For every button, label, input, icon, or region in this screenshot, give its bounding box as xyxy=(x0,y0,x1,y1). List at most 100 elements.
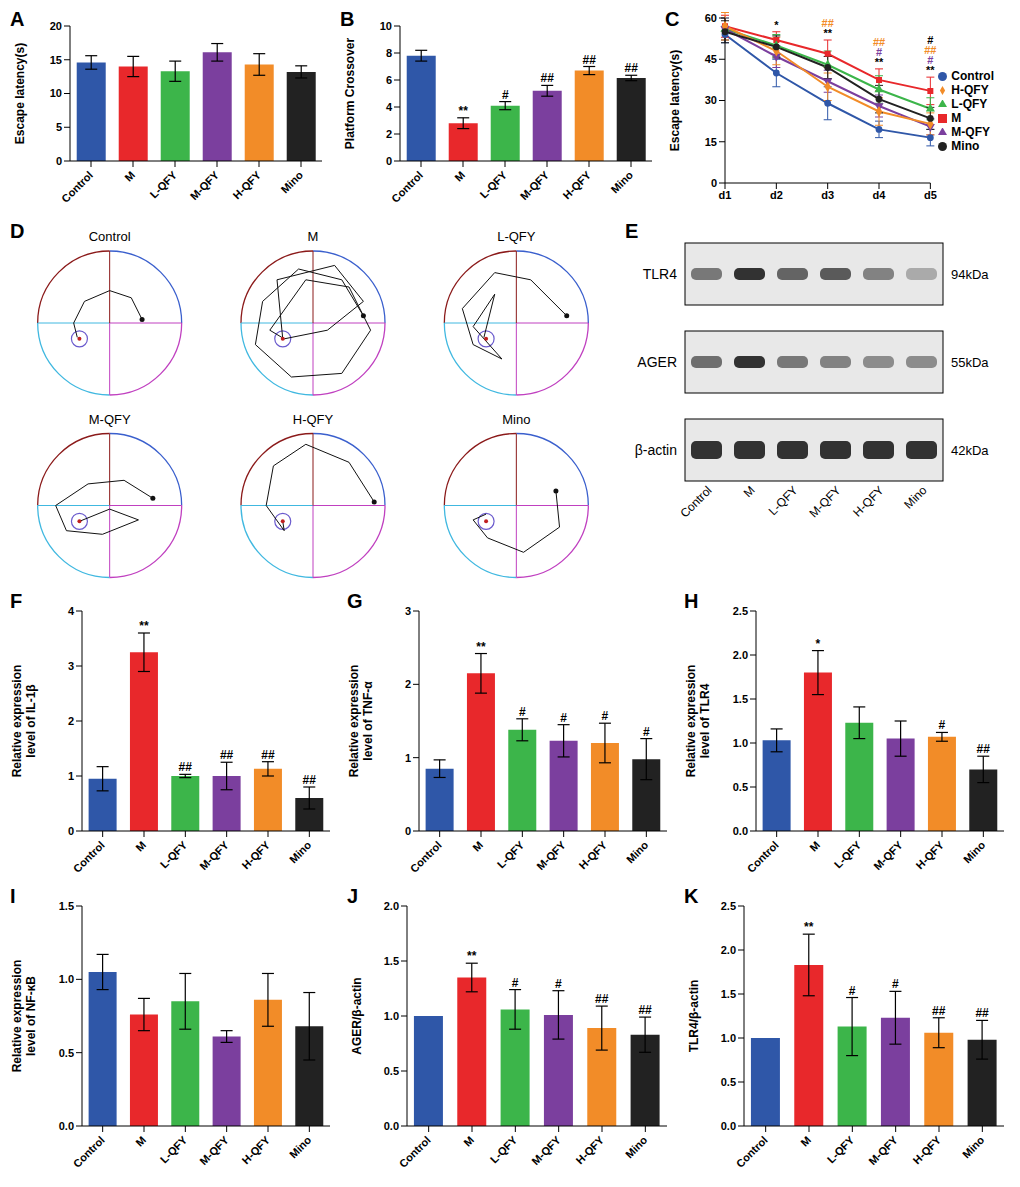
svg-text:L-QFY: L-QFY xyxy=(158,838,190,870)
svg-text:60: 60 xyxy=(705,12,717,24)
svg-text:#: # xyxy=(555,977,562,991)
svg-text:#: # xyxy=(849,984,856,998)
svg-text:#: # xyxy=(939,718,946,732)
svg-text:Relative expressionlevel of IL: Relative expressionlevel of IL-1β xyxy=(10,665,38,778)
svg-text:**: ** xyxy=(139,619,149,633)
svg-text:Escape latency(s): Escape latency(s) xyxy=(668,50,682,151)
svg-text:0: 0 xyxy=(386,155,392,167)
svg-text:H-QFY: H-QFY xyxy=(850,483,886,519)
svg-text:1.0: 1.0 xyxy=(384,1010,399,1022)
svg-text:d5: d5 xyxy=(924,189,937,201)
svg-text:**: ** xyxy=(804,920,814,934)
svg-text:3: 3 xyxy=(405,605,411,617)
svg-text:**: ** xyxy=(459,104,469,118)
svg-text:Mino: Mino xyxy=(960,1133,987,1160)
svg-text:1.0: 1.0 xyxy=(721,1032,736,1044)
svg-text:1.0: 1.0 xyxy=(59,973,74,985)
svg-text:H-QFY: H-QFY xyxy=(576,838,609,871)
svg-text:**: ** xyxy=(875,56,884,68)
svg-text:Control: Control xyxy=(89,229,131,244)
svg-text:Mino: Mino xyxy=(624,838,651,865)
svg-text:10: 10 xyxy=(50,87,62,99)
svg-text:0: 0 xyxy=(405,825,411,837)
svg-text:15: 15 xyxy=(705,136,717,148)
svg-text:4: 4 xyxy=(68,605,75,617)
svg-text:Mino: Mino xyxy=(623,1133,650,1160)
svg-text:4: 4 xyxy=(386,101,393,113)
svg-text:##: ## xyxy=(977,742,991,756)
svg-text:0.0: 0.0 xyxy=(384,1120,399,1132)
svg-text:H-QFY: H-QFY xyxy=(239,838,272,871)
svg-text:##: ## xyxy=(179,760,193,774)
svg-text:L-QFY: L-QFY xyxy=(766,483,801,518)
svg-text:#: # xyxy=(602,709,609,723)
svg-text:M-QFY: M-QFY xyxy=(529,1133,563,1167)
svg-text:**: ** xyxy=(467,949,477,963)
svg-text:Control: Control xyxy=(408,839,444,875)
svg-text:L-QFY: L-QFY xyxy=(477,168,509,200)
svg-text:2.0: 2.0 xyxy=(384,900,399,912)
svg-text:##: ## xyxy=(583,53,597,67)
svg-text:d2: d2 xyxy=(770,189,783,201)
svg-text:55kDa: 55kDa xyxy=(951,355,989,370)
svg-text:Escape latency(s): Escape latency(s) xyxy=(13,43,27,144)
svg-text:1.5: 1.5 xyxy=(59,900,74,912)
svg-text:M: M xyxy=(133,839,148,854)
svg-text:d3: d3 xyxy=(821,189,834,201)
svg-text:L-QFY: L-QFY xyxy=(495,838,527,870)
svg-text:0.5: 0.5 xyxy=(384,1065,399,1077)
svg-text:Control: Control xyxy=(59,169,95,205)
svg-text:**: ** xyxy=(823,27,832,39)
svg-text:Relative expressionlevel of TL: Relative expressionlevel of TLR4 xyxy=(684,665,712,778)
svg-text:TLR4/β-actin: TLR4/β-actin xyxy=(687,980,701,1053)
svg-text:L-QFY: L-QFY xyxy=(488,1133,520,1165)
svg-text:Mino: Mino xyxy=(287,1133,314,1160)
svg-text:10: 10 xyxy=(380,20,392,32)
svg-text:20: 20 xyxy=(50,20,62,32)
svg-text:0.5: 0.5 xyxy=(721,1076,736,1088)
svg-text:M-QFY: M-QFY xyxy=(871,838,905,872)
svg-text:1: 1 xyxy=(68,770,74,782)
svg-text:#: # xyxy=(519,705,526,719)
svg-text:M-QFY: M-QFY xyxy=(866,1133,900,1167)
svg-text:##: ## xyxy=(932,1004,946,1018)
svg-text:2.5: 2.5 xyxy=(733,605,748,617)
svg-text:Control: Control xyxy=(745,839,781,875)
svg-text:0.0: 0.0 xyxy=(721,1120,736,1132)
svg-text:H-QFY: H-QFY xyxy=(293,412,334,427)
svg-text:M: M xyxy=(122,169,137,184)
svg-text:##: ## xyxy=(303,773,317,787)
svg-text:0.0: 0.0 xyxy=(733,825,748,837)
svg-text:Control: Control xyxy=(389,169,425,205)
svg-text:M: M xyxy=(461,1134,476,1149)
svg-text:M-QFY: M-QFY xyxy=(89,412,131,427)
svg-text:#: # xyxy=(560,711,567,725)
svg-text:L-QFY: L-QFY xyxy=(497,229,536,244)
svg-text:0: 0 xyxy=(56,155,62,167)
svg-text:6: 6 xyxy=(386,74,392,86)
svg-text:45: 45 xyxy=(705,53,717,65)
svg-text:M: M xyxy=(741,483,758,500)
svg-text:2.5: 2.5 xyxy=(721,900,736,912)
svg-text:M-QFY: M-QFY xyxy=(518,168,552,202)
svg-text:AGER/β-actin: AGER/β-actin xyxy=(350,977,364,1054)
svg-text:1.5: 1.5 xyxy=(733,693,748,705)
svg-text:0: 0 xyxy=(68,825,74,837)
svg-text:M-QFY: M-QFY xyxy=(534,838,568,872)
svg-text:M-QFY: M-QFY xyxy=(197,838,231,872)
svg-text:94kDa: 94kDa xyxy=(951,267,989,282)
svg-text:**: ** xyxy=(476,640,486,654)
svg-text:##: ## xyxy=(261,748,275,762)
svg-text:Relative expressionlevel of NF: Relative expressionlevel of NF-κB xyxy=(10,960,38,1073)
svg-text:##: ## xyxy=(625,61,639,75)
svg-text:Mino: Mino xyxy=(608,168,635,195)
svg-text:Mino: Mino xyxy=(961,838,988,865)
svg-text:AGER: AGER xyxy=(637,354,677,370)
svg-text:*: * xyxy=(816,637,821,651)
svg-text:H-QFY: H-QFY xyxy=(573,1133,606,1166)
svg-text:TLR4: TLR4 xyxy=(643,266,677,282)
svg-text:*: * xyxy=(774,19,779,31)
svg-text:5: 5 xyxy=(56,121,62,133)
svg-text:H-QFY: H-QFY xyxy=(239,1133,272,1166)
svg-text:0.0: 0.0 xyxy=(59,1120,74,1132)
